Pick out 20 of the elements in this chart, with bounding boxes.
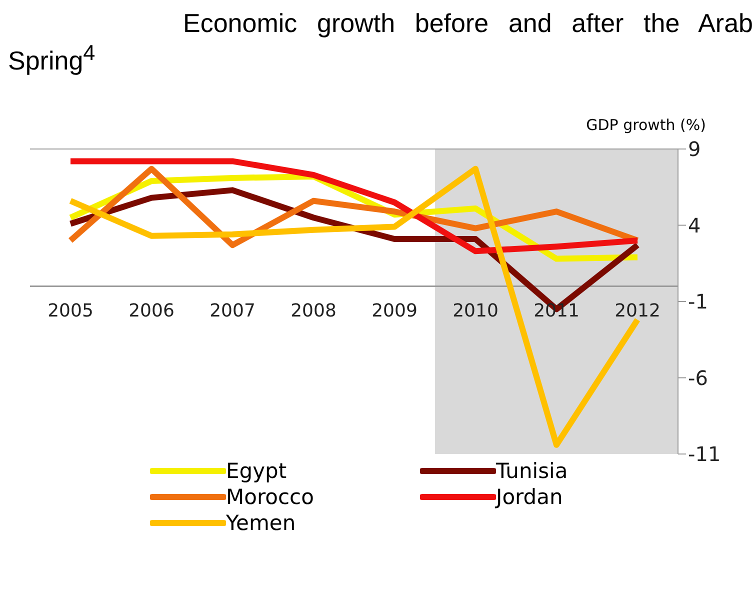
y-tick-label: -1 [688, 290, 708, 314]
y-tick-label: -6 [688, 366, 708, 390]
x-tick-label: 2007 [210, 300, 256, 322]
y-tick-label: -11 [688, 442, 721, 466]
legend-label: Jordan [496, 485, 563, 509]
x-tick-label: 2005 [48, 300, 94, 322]
chart-title: Economic growth before and after the Arab Spring$^{4}$ [8, 8, 753, 76]
legend-label: Morocco [226, 485, 314, 509]
legend-label: Egypt [226, 459, 287, 483]
y-tick-label: 4 [688, 213, 701, 238]
x-tick-label: 2008 [290, 300, 336, 322]
x-tick-label: 2010 [452, 300, 498, 322]
x-tick-label: 2011 [534, 300, 580, 322]
x-tick-label: 2012 [614, 300, 660, 322]
legend-label: Yemen [226, 511, 296, 535]
legend-label: Tunisia [496, 459, 568, 483]
x-tick-label: 2006 [128, 300, 174, 322]
y-axis-title: GDP growth (%) [586, 116, 706, 134]
x-tick-label: 2009 [372, 300, 418, 322]
y-tick-label: 9 [688, 137, 701, 162]
